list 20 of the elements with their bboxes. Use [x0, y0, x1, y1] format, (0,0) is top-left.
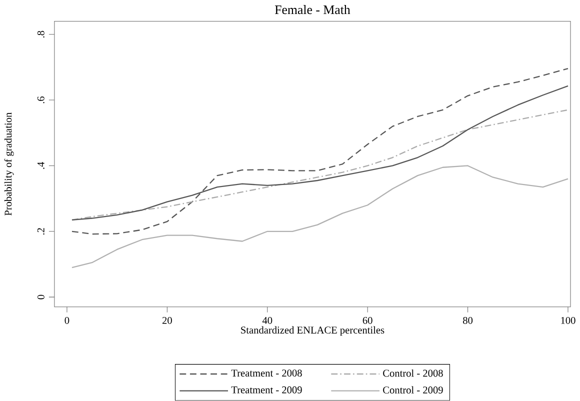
legend-label: Treatment - 2009 — [231, 386, 302, 394]
y-tick-label: .6 — [37, 96, 44, 104]
x-tick-label: 20 — [162, 317, 172, 324]
y-tick-label: .2 — [37, 228, 44, 235]
line-series — [71, 165, 569, 268]
y-tick-label: 0 — [37, 295, 44, 300]
y-tick-label: .4 — [37, 162, 44, 170]
chart-title: Female - Math — [274, 5, 350, 14]
y-tick-label: .8 — [37, 31, 44, 38]
x-axis-title: Standardized ENLACE percentiles — [241, 326, 384, 336]
y-axis-title: Probability of graduation — [4, 112, 14, 216]
x-tick-label: 40 — [262, 317, 272, 324]
legend-label: Control - 2008 — [383, 370, 443, 377]
x-tick-label: 80 — [463, 317, 473, 324]
line-series — [71, 68, 569, 235]
legend-label: Control - 2009 — [383, 386, 443, 394]
x-tick-label: 100 — [561, 317, 576, 324]
x-tick-label: 60 — [362, 317, 372, 324]
x-tick-label: 0 — [64, 317, 70, 324]
legend-label: Treatment - 2008 — [231, 370, 302, 377]
